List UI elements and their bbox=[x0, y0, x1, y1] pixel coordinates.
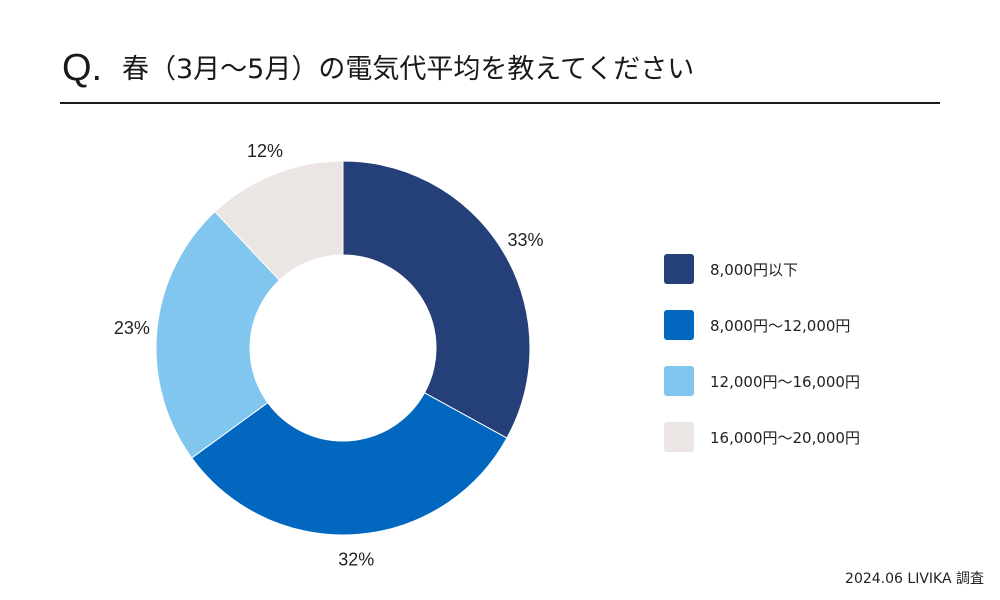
slice-label-1: 33% bbox=[507, 230, 543, 250]
legend-item-1: 8,000円以下 bbox=[664, 254, 964, 286]
legend-label: 8,000円〜12,000円 bbox=[710, 317, 851, 335]
legend-label: 12,000円〜16,000円 bbox=[710, 373, 860, 391]
slice-label-2: 32% bbox=[338, 550, 374, 570]
question-mark: Q. bbox=[62, 47, 103, 89]
legend-swatch bbox=[664, 366, 694, 396]
donut-slices bbox=[155, 160, 531, 536]
legend-item-3: 12,000円〜16,000円 bbox=[664, 366, 964, 398]
donut-slice-3 bbox=[155, 210, 281, 459]
legend-swatch bbox=[664, 310, 694, 340]
legend-swatch bbox=[664, 254, 694, 284]
donut-slice-1 bbox=[342, 160, 531, 439]
legend-item-2: 8,000円〜12,000円 bbox=[664, 310, 964, 342]
legend-item-4: 16,000円〜20,000円 bbox=[664, 422, 964, 454]
legend-label: 8,000円以下 bbox=[710, 261, 798, 279]
donut-slice-4 bbox=[214, 160, 344, 281]
legend-swatch bbox=[664, 422, 694, 452]
slice-label-3: 23% bbox=[114, 318, 150, 338]
chart-title: 春（3月〜5月）の電気代平均を教えてください bbox=[122, 54, 695, 85]
title-divider bbox=[60, 102, 940, 104]
source-note: 2024.06 LIVIKA 調査 bbox=[845, 571, 984, 587]
slice-label-4: 12% bbox=[247, 141, 283, 161]
legend-label: 16,000円〜20,000円 bbox=[710, 429, 860, 447]
slice-labels: 33% 32% 23% 12% bbox=[114, 141, 544, 570]
donut-slice-2 bbox=[191, 392, 508, 536]
